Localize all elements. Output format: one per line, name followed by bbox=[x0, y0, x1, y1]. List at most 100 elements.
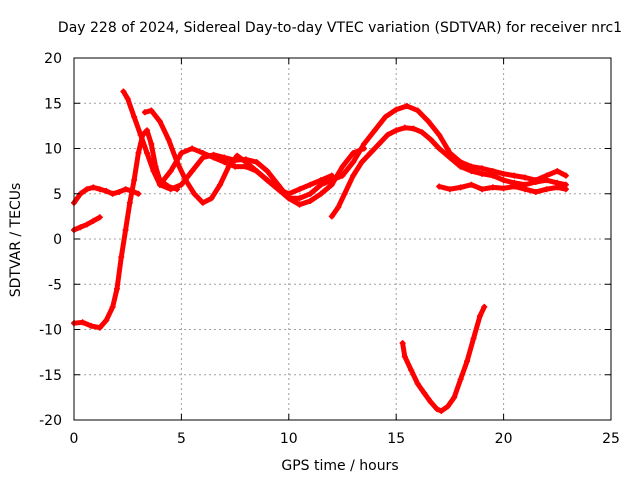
data-point-marker bbox=[79, 319, 86, 326]
data-point-marker bbox=[562, 186, 569, 193]
data-point-marker bbox=[148, 140, 155, 147]
data-point-marker bbox=[382, 113, 389, 120]
data-point-marker bbox=[350, 172, 357, 179]
data-point-marker bbox=[318, 190, 325, 197]
data-point-marker bbox=[522, 186, 529, 193]
data-point-marker bbox=[358, 159, 365, 166]
x-tick-label: 5 bbox=[177, 431, 186, 447]
grid bbox=[74, 58, 611, 420]
data-point-marker bbox=[318, 181, 325, 188]
data-point-marker bbox=[264, 168, 271, 175]
x-tick-label: 25 bbox=[602, 431, 620, 447]
data-point-marker bbox=[434, 406, 441, 413]
data-point-marker bbox=[275, 186, 282, 193]
data-point-marker bbox=[131, 113, 138, 120]
data-point-marker bbox=[401, 353, 408, 360]
data-point-marker bbox=[421, 389, 428, 396]
axis-ticks: 0 5 10 15 20 25 -20 -15 -10 -5 0 5 10 15 20 bbox=[39, 51, 620, 447]
data-point-marker bbox=[96, 324, 103, 331]
data-point-marker bbox=[253, 159, 260, 166]
data-point-marker bbox=[418, 129, 425, 136]
data-point-marker bbox=[476, 312, 483, 319]
y-tick-label: 5 bbox=[53, 187, 62, 203]
data-point-marker bbox=[156, 181, 163, 188]
y-tick-label: -10 bbox=[39, 323, 62, 339]
data-point-marker bbox=[376, 140, 383, 147]
data-point-marker bbox=[339, 172, 346, 179]
data-point-marker bbox=[451, 394, 458, 401]
data-point-marker bbox=[126, 199, 133, 206]
data-point-marker bbox=[444, 403, 451, 410]
data-point-marker bbox=[427, 136, 434, 143]
data-point-marker bbox=[425, 118, 432, 125]
data-point-marker bbox=[150, 168, 157, 175]
y-tick-label: 20 bbox=[44, 51, 62, 67]
x-tick-label: 15 bbox=[387, 431, 405, 447]
data-point-marker bbox=[96, 214, 103, 221]
data-point-marker bbox=[199, 199, 206, 206]
data-point-marker bbox=[436, 131, 443, 138]
data-point-marker bbox=[103, 188, 110, 195]
data-point-marker bbox=[457, 376, 464, 383]
y-tick-label: -15 bbox=[39, 368, 62, 384]
data-point-marker bbox=[144, 127, 151, 134]
data-point-marker bbox=[131, 177, 138, 184]
x-axis-label: GPS time / hours bbox=[281, 458, 398, 474]
data-point-marker bbox=[328, 177, 335, 184]
data-point-marker bbox=[427, 398, 434, 405]
chart-title: Day 228 of 2024, Sidereal Day-to-day VTE… bbox=[58, 20, 622, 36]
data-point-marker bbox=[122, 226, 129, 233]
data-point-marker bbox=[457, 184, 464, 191]
data-point-marker bbox=[438, 407, 445, 414]
series-track-4 bbox=[156, 102, 569, 202]
data-point-marker bbox=[554, 168, 561, 175]
data-point-marker bbox=[90, 184, 97, 191]
data-point-marker bbox=[103, 317, 110, 324]
data-point-marker bbox=[393, 127, 400, 134]
data-point-marker bbox=[189, 168, 196, 175]
data-point-marker bbox=[165, 136, 172, 143]
data-point-marker bbox=[468, 181, 475, 188]
x-tick-label: 10 bbox=[280, 431, 298, 447]
data-point-marker bbox=[479, 186, 486, 193]
data-point-marker bbox=[401, 124, 408, 131]
data-point-marker bbox=[457, 163, 464, 170]
data-point-marker bbox=[83, 186, 90, 193]
data-point-marker bbox=[414, 107, 421, 114]
data-point-marker bbox=[137, 131, 144, 138]
data-point-marker bbox=[307, 197, 314, 204]
data-point-marker bbox=[410, 125, 417, 132]
series-track-6 bbox=[436, 181, 569, 195]
data-point-marker bbox=[350, 150, 357, 157]
data-point-marker bbox=[141, 109, 148, 116]
data-point-marker bbox=[118, 254, 125, 261]
y-tick-label: 0 bbox=[53, 232, 62, 248]
y-tick-label: -5 bbox=[48, 277, 62, 293]
data-point-marker bbox=[83, 221, 90, 228]
data-point-marker bbox=[500, 177, 507, 184]
data-point-marker bbox=[253, 168, 260, 175]
data-point-marker bbox=[436, 183, 443, 190]
data-point-marker bbox=[178, 150, 185, 157]
series-band bbox=[400, 304, 487, 414]
data-point-marker bbox=[208, 195, 215, 202]
data-point-marker bbox=[446, 154, 453, 161]
data-point-marker bbox=[191, 190, 198, 197]
series-track-1 bbox=[71, 127, 181, 331]
data-point-marker bbox=[116, 188, 123, 195]
data-point-marker bbox=[532, 188, 539, 195]
data-point-marker bbox=[532, 178, 539, 185]
data-point-marker bbox=[562, 172, 569, 179]
data-point-marker bbox=[296, 201, 303, 208]
data-point-marker bbox=[554, 184, 561, 191]
y-axis-label: SDTVAR / TECUs bbox=[8, 183, 24, 298]
data-point-marker bbox=[470, 335, 477, 342]
data-point-marker bbox=[408, 367, 415, 374]
data-point-marker bbox=[543, 186, 550, 193]
data-point-marker bbox=[468, 168, 475, 175]
data-point-marker bbox=[489, 172, 496, 179]
data-point-marker bbox=[522, 174, 529, 181]
data-point-marker bbox=[242, 163, 249, 170]
data-point-marker bbox=[511, 183, 518, 190]
data-point-marker bbox=[371, 127, 378, 134]
